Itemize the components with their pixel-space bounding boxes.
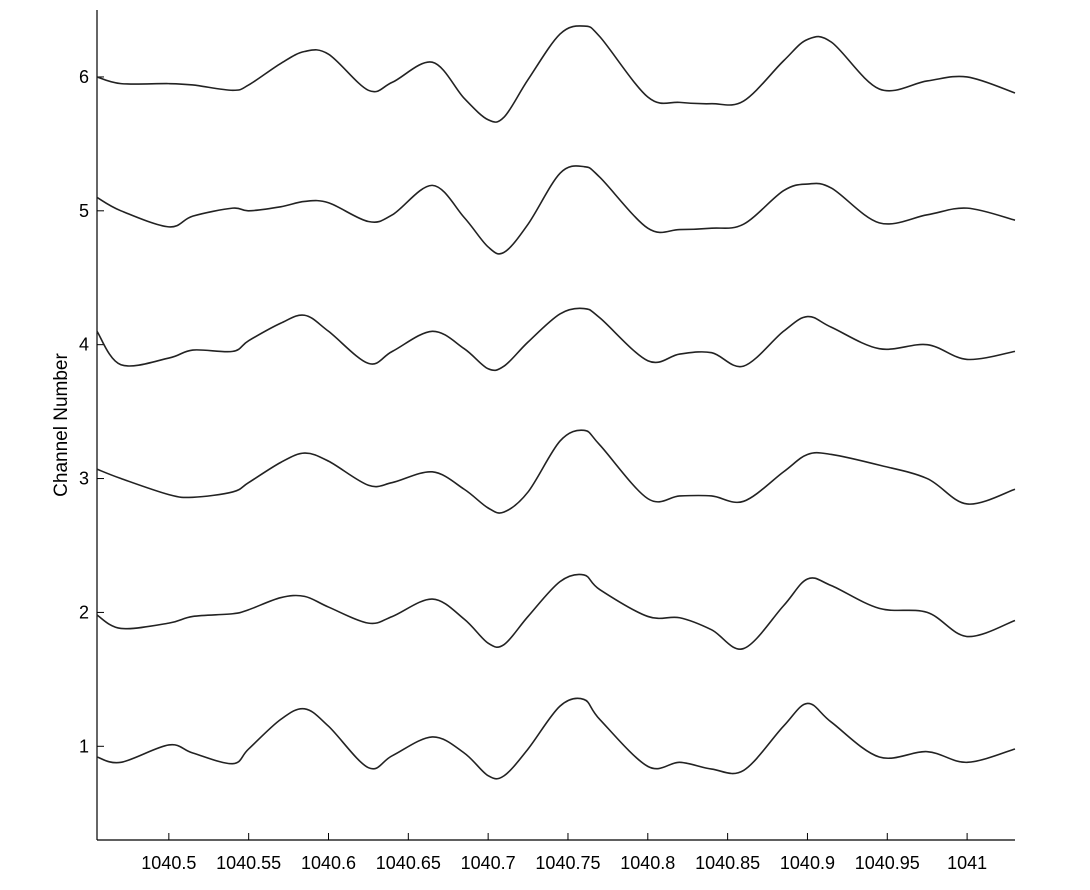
y-axis-title: Channel Number [51, 353, 72, 497]
x-tick-label: 1040.65 [376, 853, 441, 873]
channel-traces [96, 25, 1016, 780]
x-tick-label: 1040.75 [535, 853, 600, 873]
channel-5-trace [96, 165, 1016, 255]
y-tick-label: 2 [79, 602, 89, 622]
x-tick-label: 1040.8 [620, 853, 675, 873]
channel-2-trace [96, 573, 1016, 650]
y-tick-label: 1 [79, 736, 89, 756]
y-tick-label: 4 [79, 335, 89, 355]
y-tick-label: 5 [79, 201, 89, 221]
x-tick-label: 1040.9 [780, 853, 835, 873]
x-tick-label: 1040.95 [855, 853, 920, 873]
x-tick-label: 1040.7 [461, 853, 516, 873]
channel-6-trace [96, 25, 1016, 123]
x-tick-label: 1040.6 [301, 853, 356, 873]
y-tick-label: 3 [79, 469, 89, 489]
x-tick-label: 1041 [947, 853, 987, 873]
x-tick-label: 1040.55 [216, 853, 281, 873]
channel-1-trace [96, 697, 1016, 780]
channel-3-trace [96, 429, 1016, 514]
x-ticks: 1040.5 1040.55 1040.6 1040.65 1040.7 1040.75 1… [141, 833, 987, 873]
x-tick-label: 1040.85 [695, 853, 760, 873]
channel-4-trace [96, 307, 1016, 372]
y-tick-label: 6 [79, 67, 89, 87]
y-ticks: 1 2 3 4 5 6 [79, 67, 104, 756]
x-tick-label: 1040.5 [141, 853, 196, 873]
axes [96, 10, 1015, 841]
